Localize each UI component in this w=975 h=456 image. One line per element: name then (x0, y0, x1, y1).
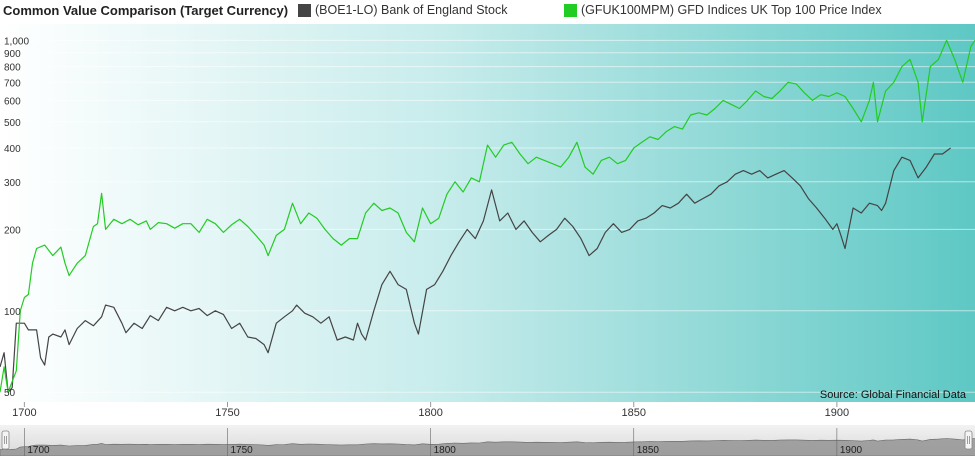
legend-label-boe: (BOE1-LO) Bank of England Stock (315, 3, 508, 17)
y-tick-label: 700 (4, 78, 21, 89)
series-line-boe[interactable] (0, 147, 951, 393)
range-navigator[interactable]: 1700 1750 1800 1850 1900 (0, 425, 975, 456)
legend-swatch-gfd (564, 3, 577, 17)
x-tick-label: 1800 (418, 407, 442, 419)
navigator-tick-label: 1750 (231, 445, 254, 456)
y-tick-label: 50 (4, 388, 16, 399)
y-tick-label: 600 (4, 96, 21, 107)
x-tick-label: 1700 (12, 407, 36, 419)
navigator-tick-label: 1900 (840, 445, 863, 456)
x-tick-label: 1850 (622, 407, 646, 419)
series-line-gfd[interactable] (0, 35, 975, 393)
chart-header: Common Value Comparison (Target Currency… (0, 0, 975, 24)
chart-title: Common Value Comparison (Target Currency… (3, 3, 289, 18)
grip-handle-icon[interactable] (1, 430, 10, 450)
legend-swatch-boe (298, 3, 311, 17)
x-tick-label: 1900 (825, 407, 849, 419)
x-axis-ticks: 1700 1750 1800 1850 1900 (12, 402, 849, 419)
y-tick-label: 800 (4, 63, 21, 74)
legend-label-gfd: (GFUK100MPM) GFD Indices UK Top 100 Pric… (581, 3, 882, 17)
plot-background (0, 24, 975, 402)
navigator-tick-label: 1700 (27, 445, 50, 456)
y-tick-label: 900 (4, 49, 21, 60)
y-tick-label: 400 (4, 144, 21, 155)
y-tick-label: 500 (4, 118, 21, 129)
y-tick-label: 300 (4, 178, 21, 189)
series-lines (0, 35, 975, 393)
y-tick-label: 1,000 (4, 36, 29, 47)
navigator-tick-label: 1800 (434, 445, 457, 456)
legend-item-boe[interactable]: (BOE1-LO) Bank of England Stock (298, 3, 507, 17)
navigator-ticks: 1700 1750 1800 1850 1900 (24, 428, 863, 456)
y-tick-label: 200 (4, 225, 21, 236)
y-axis-ticks: 50 100 200 300 400 500 600 700 800 900 1,000 (4, 36, 29, 399)
y-tick-label: 100 (4, 307, 21, 318)
legend-item-gfd[interactable]: (GFUK100MPM) GFD Indices UK Top 100 Pric… (564, 3, 882, 17)
grip-handle-icon[interactable] (964, 430, 973, 450)
x-tick-label: 1750 (215, 407, 239, 419)
navigator-tick-label: 1850 (637, 445, 660, 456)
source-label: Source: Global Financial Data (820, 389, 967, 401)
navigator-series-area (0, 438, 975, 456)
